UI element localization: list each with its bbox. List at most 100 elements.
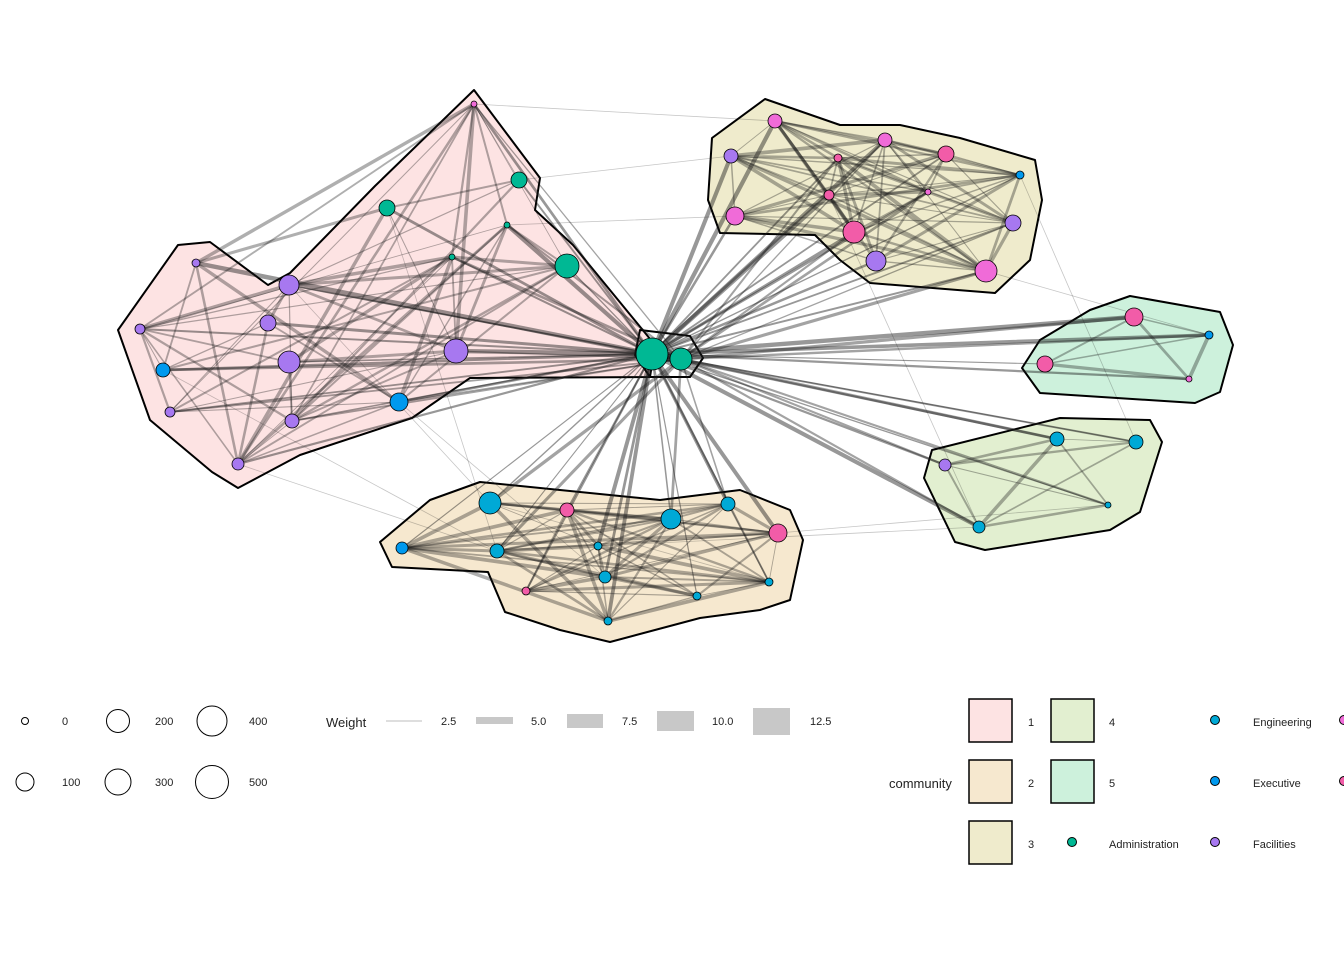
edge-258	[734, 215, 877, 262]
edge-73	[603, 352, 654, 579]
department-legend-label-executive: Executive	[1253, 778, 1301, 790]
edge-170	[727, 503, 770, 583]
department-legend-label-facilities: Facilities	[1253, 839, 1296, 851]
community-legend-label-2: 2	[1028, 778, 1034, 790]
edge-8	[566, 265, 653, 355]
edge-228	[836, 156, 988, 273]
community-legend-label-4: 4	[1109, 717, 1115, 729]
edge-221	[837, 153, 947, 159]
edge-148	[400, 508, 569, 550]
edge-0	[472, 102, 654, 356]
edge-267	[1056, 438, 1109, 506]
edge-134	[138, 327, 294, 423]
edge-238	[945, 153, 1021, 176]
network-node-30	[1004, 214, 1022, 232]
edge-155	[565, 508, 610, 623]
edge-234	[853, 139, 886, 233]
edge-18	[161, 357, 683, 372]
edge-143	[489, 502, 599, 547]
edge-97	[398, 224, 508, 403]
edge-282	[386, 207, 498, 552]
edge-141	[488, 501, 780, 535]
edge-274	[1133, 316, 1210, 336]
edge-175	[603, 531, 780, 579]
edge-158	[401, 518, 672, 549]
edge-45	[649, 314, 1137, 357]
network-node-38	[938, 458, 952, 472]
department-legend: Administration Engineering Executive Fac…	[1067, 715, 1344, 851]
size-legend-label-100: 100	[62, 777, 80, 789]
edge-5	[505, 223, 683, 361]
edge-104	[451, 256, 457, 352]
edge-17	[161, 352, 654, 372]
edge-292	[828, 194, 980, 528]
edge-91	[290, 178, 521, 423]
edge-139	[488, 501, 673, 521]
edge-54	[680, 358, 1137, 443]
edge-154	[565, 508, 771, 584]
network-node-36	[1049, 431, 1065, 447]
edge-200	[606, 580, 771, 623]
edge-172	[400, 531, 780, 550]
edge-153	[566, 509, 698, 597]
network-node-13	[155, 362, 171, 378]
edge-287	[985, 270, 1210, 336]
edge-193	[524, 575, 607, 593]
edge-127	[291, 350, 457, 422]
edge-32	[651, 153, 947, 355]
edge-90	[288, 179, 520, 286]
edge-218	[729, 154, 856, 234]
edge-187	[495, 549, 610, 623]
size-legend-key-300	[104, 768, 132, 796]
edge-293	[506, 215, 736, 226]
edge-249	[984, 173, 1022, 273]
network-node-3	[510, 171, 528, 189]
edge-182	[400, 546, 610, 623]
edge-105	[397, 255, 454, 404]
edge-179	[400, 546, 499, 553]
edge-201	[730, 120, 776, 157]
edge-131	[139, 328, 164, 371]
edge-23	[291, 353, 653, 422]
edge-75	[651, 353, 698, 597]
edge-259	[734, 215, 1014, 224]
edge-92	[386, 207, 457, 352]
network-node-41	[478, 491, 502, 515]
edge-2	[518, 179, 653, 355]
edge-260	[733, 214, 988, 273]
edge-96	[454, 223, 509, 353]
edge-47	[650, 333, 1211, 356]
edge-272	[944, 464, 980, 528]
department-legend-label-engineering: Engineering	[1253, 717, 1312, 729]
size-legend-key-100	[15, 772, 35, 792]
edge-36	[649, 192, 832, 357]
network-node-12	[389, 392, 409, 412]
edge-191	[596, 544, 771, 584]
edge-77	[606, 352, 654, 623]
network-node-50	[521, 586, 531, 596]
edge-186	[495, 549, 771, 584]
community-hull-1	[117, 89, 656, 489]
network-node-40	[972, 520, 986, 534]
edge-157	[670, 518, 779, 534]
edge-160	[596, 517, 673, 548]
edge-164	[606, 517, 673, 623]
edge-111	[162, 265, 568, 371]
edge-280	[473, 103, 776, 122]
edge-76	[651, 353, 770, 583]
department-legend-key-administration	[1067, 837, 1077, 847]
edge-142	[400, 501, 492, 550]
network-node-7	[554, 253, 580, 279]
size-legend-label-400: 400	[249, 716, 267, 728]
community-legend-title: community	[889, 776, 952, 791]
network-node-44	[720, 496, 736, 512]
network-node-28	[842, 220, 866, 244]
network-node-2	[470, 100, 478, 108]
network-node-18	[231, 457, 245, 471]
edge-256	[828, 194, 987, 272]
edge-10	[288, 284, 682, 360]
network-node-49	[598, 570, 612, 584]
edge-224	[828, 157, 839, 196]
edge-268	[977, 437, 1059, 529]
network-node-31	[974, 259, 998, 283]
